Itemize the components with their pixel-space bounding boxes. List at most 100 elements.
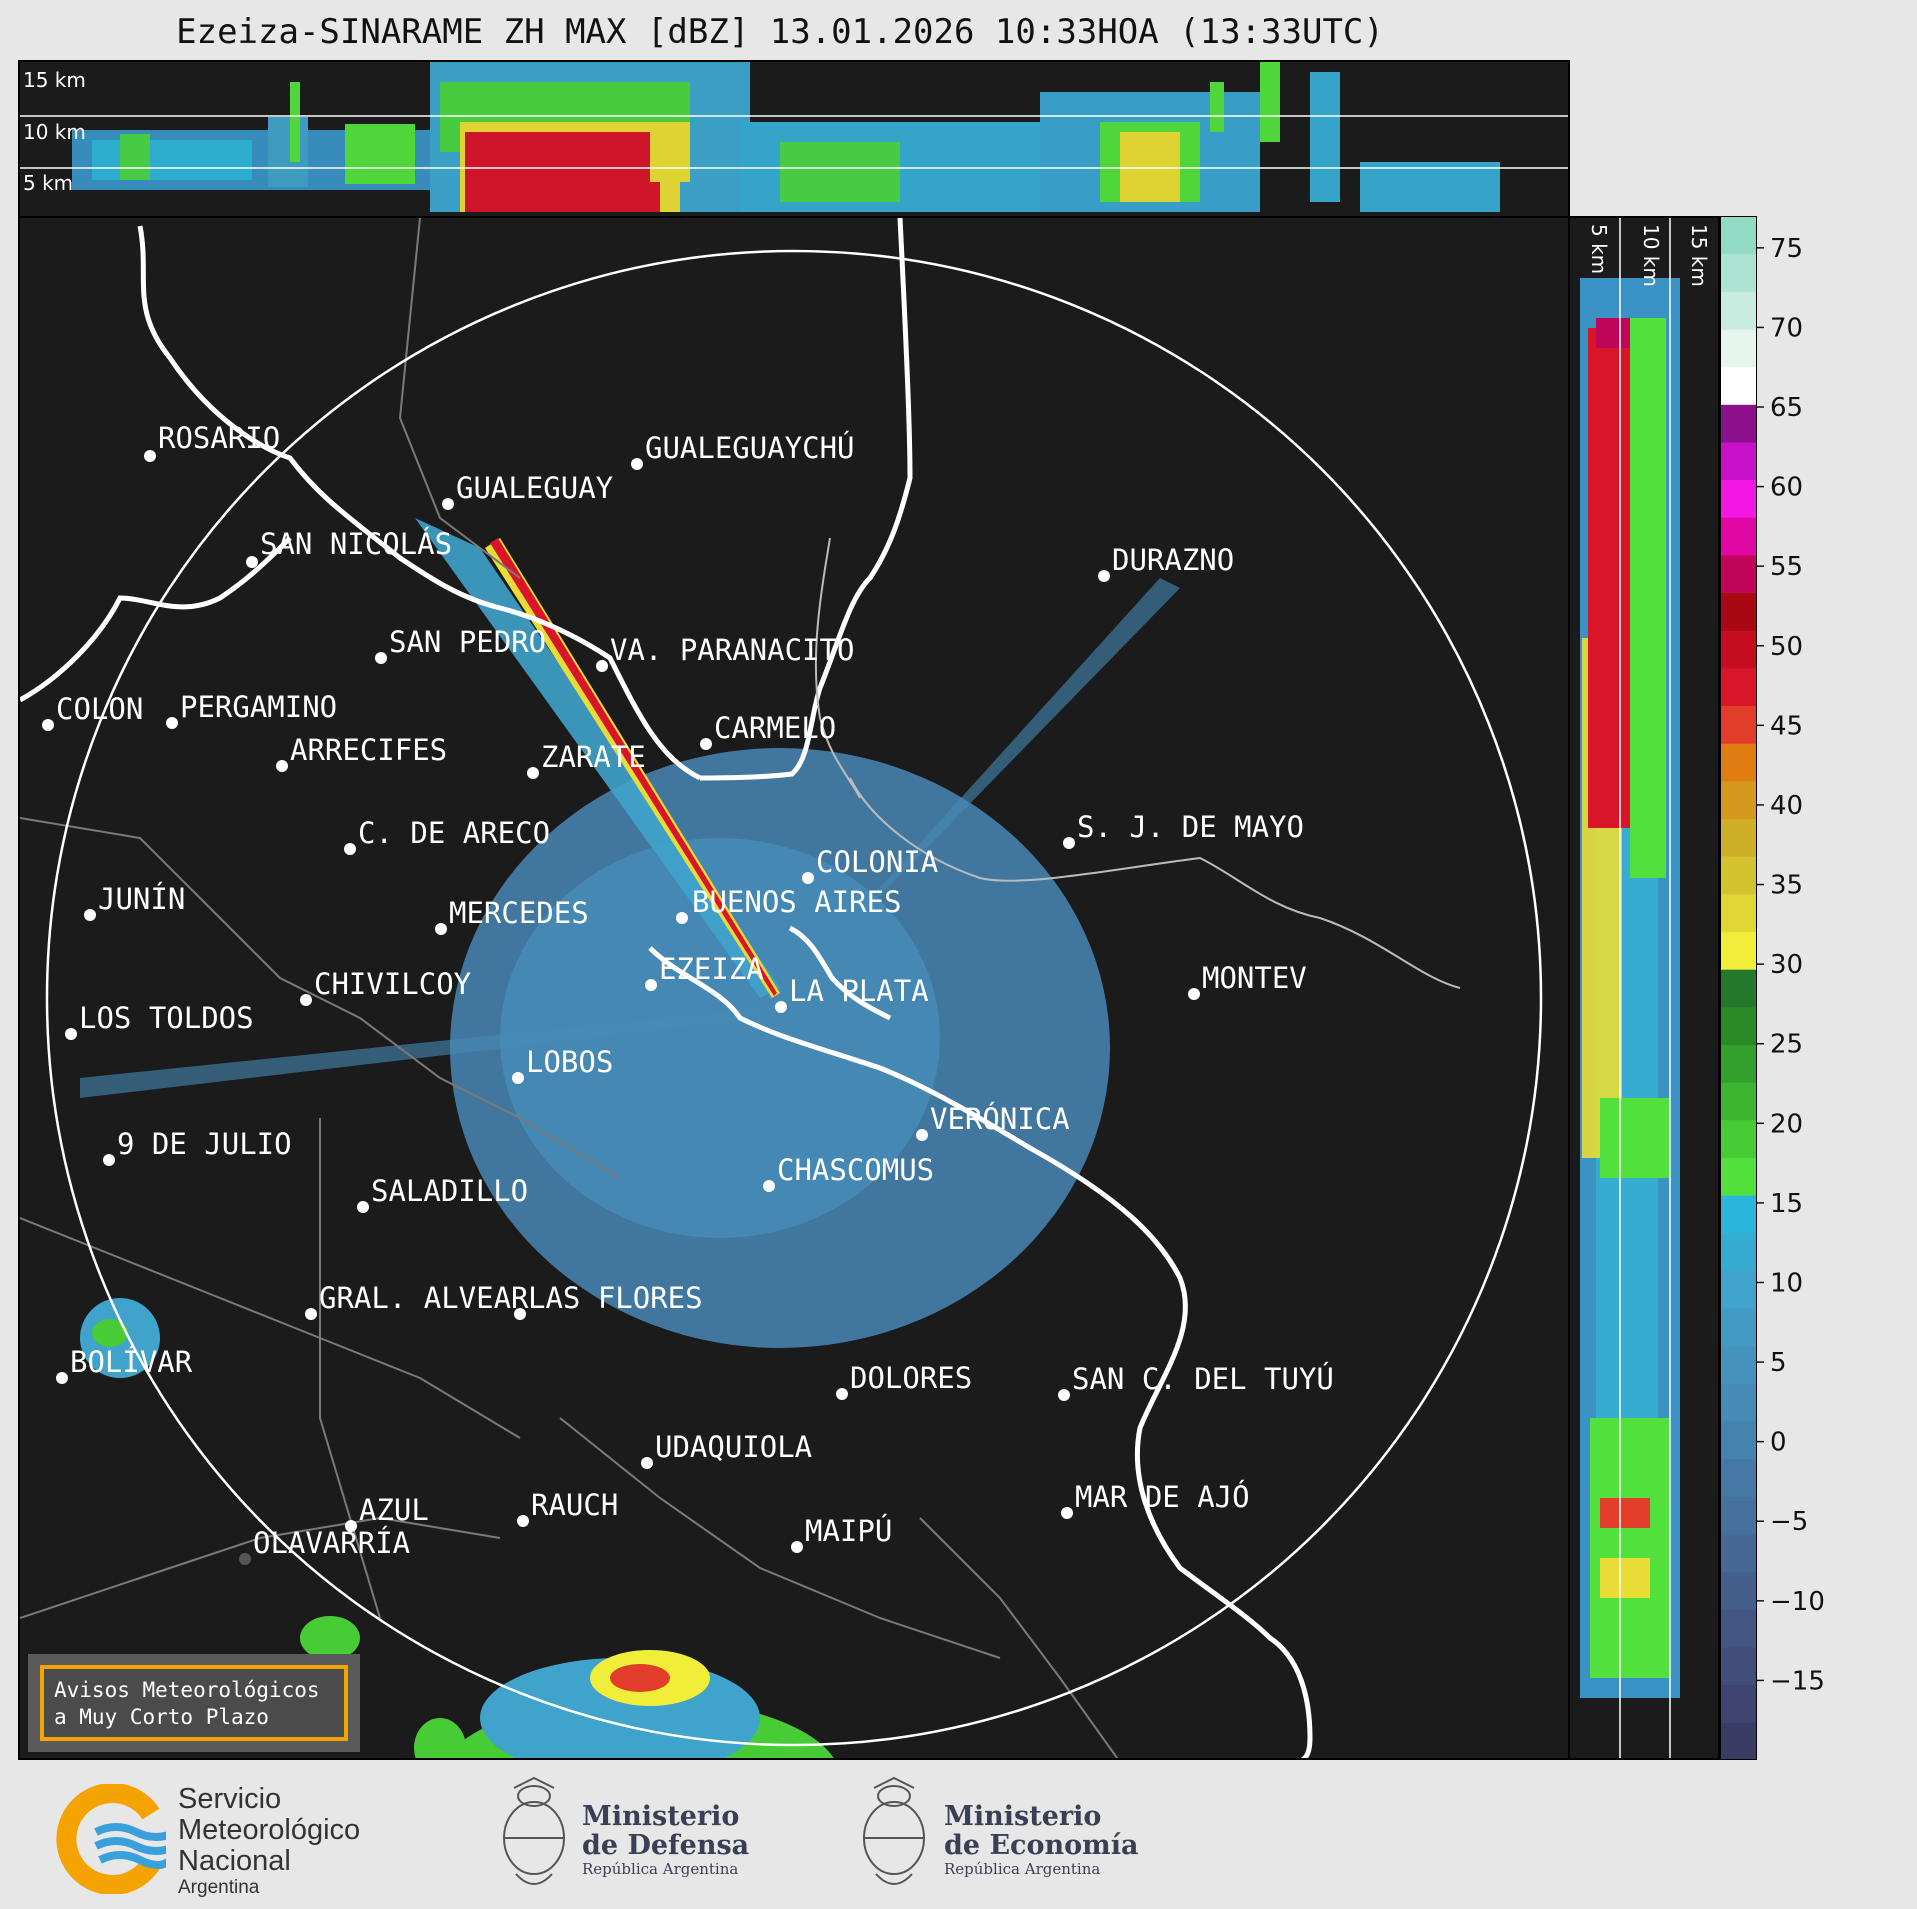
city-label: SAN NICOLÁS — [260, 527, 452, 561]
city-label: SAN C. DEL TUYÚ — [1072, 1362, 1334, 1396]
city-dot — [166, 717, 178, 729]
colorbar-swatch — [1720, 517, 1756, 556]
ministry-sub: República Argentina — [582, 1860, 739, 1878]
colorbar-swatch — [1720, 743, 1756, 782]
colorbar-tick-label: 55 — [1770, 552, 1803, 582]
city-label: SAN PEDRO — [389, 625, 546, 659]
city-dot — [300, 994, 312, 1006]
colorbar-swatch — [1720, 969, 1756, 1008]
city-label: DURAZNO — [1112, 543, 1234, 577]
city-label: LAS FLORES — [528, 1281, 703, 1315]
colorbar-tick-label: 10 — [1770, 1268, 1803, 1298]
colorbar-tick-label: 75 — [1770, 234, 1803, 264]
reflectivity-field — [80, 518, 1180, 1758]
coat-of-arms-icon — [503, 1776, 565, 1885]
city-dot — [239, 1553, 251, 1565]
city-dot — [1061, 1507, 1073, 1519]
colorbar-tick-label: 20 — [1770, 1109, 1803, 1139]
city-label: S. J. DE MAYO — [1077, 810, 1304, 844]
colorbar-swatch — [1720, 1383, 1756, 1422]
city-dot — [56, 1372, 68, 1384]
colorbar-tick-label: 0 — [1770, 1428, 1787, 1458]
city-dot — [802, 872, 814, 884]
city-label: CHIVILCOY — [314, 967, 471, 1001]
city-label: OLAVARRÍA — [253, 1526, 410, 1560]
city-label: COLONIA — [816, 845, 938, 879]
top-altitude-label: 10 km — [23, 120, 86, 144]
city-dot — [676, 912, 688, 924]
city-dot — [836, 1388, 848, 1400]
colorbar-swatch — [1720, 253, 1756, 292]
city-label: SALADILLO — [371, 1174, 528, 1208]
ministry-title: de Defensa — [582, 1830, 750, 1861]
city-dot — [1098, 570, 1110, 582]
city-dot — [103, 1154, 115, 1166]
smn-line: Nacional — [178, 1845, 291, 1877]
city-dot — [517, 1515, 529, 1527]
colorbar-swatch — [1720, 1684, 1756, 1723]
city-label: CHASCOMUS — [777, 1153, 934, 1187]
smn-line: Meteorológico — [178, 1814, 361, 1846]
top-altitude-label: 15 km — [23, 68, 86, 92]
city-dot — [435, 923, 447, 935]
city-label: BUENOS AIRES — [692, 885, 902, 919]
colorbar-tick-label: 35 — [1770, 871, 1803, 901]
city-label: CARMELO — [714, 711, 836, 745]
city-label: AZUL — [359, 1493, 429, 1527]
city-dot — [345, 1520, 357, 1532]
smn-line: Servicio — [178, 1783, 282, 1815]
city-dot — [84, 909, 96, 921]
city-dot — [514, 1308, 526, 1320]
city-dot — [512, 1072, 524, 1084]
city-label: JUNÍN — [98, 882, 185, 916]
city-dot — [763, 1180, 775, 1192]
city-dot — [442, 498, 454, 510]
colorbar-tick-label: 25 — [1770, 1030, 1803, 1060]
city-dot — [596, 660, 608, 672]
smn-sub: Argentina — [178, 1877, 260, 1898]
avisos-line: a Muy Corto Plazo — [54, 1705, 269, 1729]
city-label: ARRECIFES — [290, 733, 447, 767]
colorbar-swatch — [1720, 479, 1756, 518]
colorbar-swatch — [1720, 1232, 1756, 1271]
colorbar-swatch — [1720, 328, 1756, 368]
colorbar-swatch — [1720, 630, 1756, 669]
city-dot — [700, 738, 712, 750]
city-dot — [1063, 837, 1075, 849]
colorbar-swatch — [1720, 1496, 1756, 1535]
city-dot — [344, 843, 356, 855]
colorbar-tick-label: 5 — [1770, 1348, 1787, 1378]
city-dot — [375, 652, 387, 664]
colorbar-swatch — [1720, 592, 1756, 631]
colorbar-tick-label: 70 — [1770, 313, 1803, 343]
colorbar-swatch — [1720, 1458, 1756, 1497]
colorbar-swatch — [1720, 705, 1756, 744]
colorbar-swatch — [1720, 291, 1756, 330]
colorbar-swatch — [1720, 1722, 1756, 1760]
city-dot — [775, 1001, 787, 1013]
city-label: MAIPÚ — [805, 1514, 892, 1548]
city-dot — [1188, 988, 1200, 1000]
colorbar-tick-label: 40 — [1770, 791, 1803, 821]
city-dot — [276, 760, 288, 772]
city-label: COLON — [56, 692, 143, 726]
colorbar-swatch — [1720, 404, 1756, 443]
city-label: LOS TOLDOS — [79, 1001, 254, 1035]
city-dot — [916, 1129, 928, 1141]
ministry-title: Ministerio — [582, 1801, 740, 1832]
side-altitude-label: 10 km — [1639, 224, 1663, 287]
city-dot — [645, 979, 657, 991]
colorbar-tick-label: −5 — [1770, 1507, 1808, 1537]
city-label: ROSARIO — [158, 421, 280, 455]
city-dot — [246, 556, 258, 568]
city-label: LA PLATA — [789, 974, 929, 1008]
coastline — [20, 218, 1313, 1758]
city-dot — [357, 1201, 369, 1213]
city-dot — [631, 458, 643, 470]
avisos-button[interactable]: Avisos Meteorológicos a Muy Corto Plazo — [40, 1665, 348, 1741]
colorbar-tick-label: 30 — [1770, 950, 1803, 980]
colorbar-swatch — [1720, 1119, 1756, 1158]
